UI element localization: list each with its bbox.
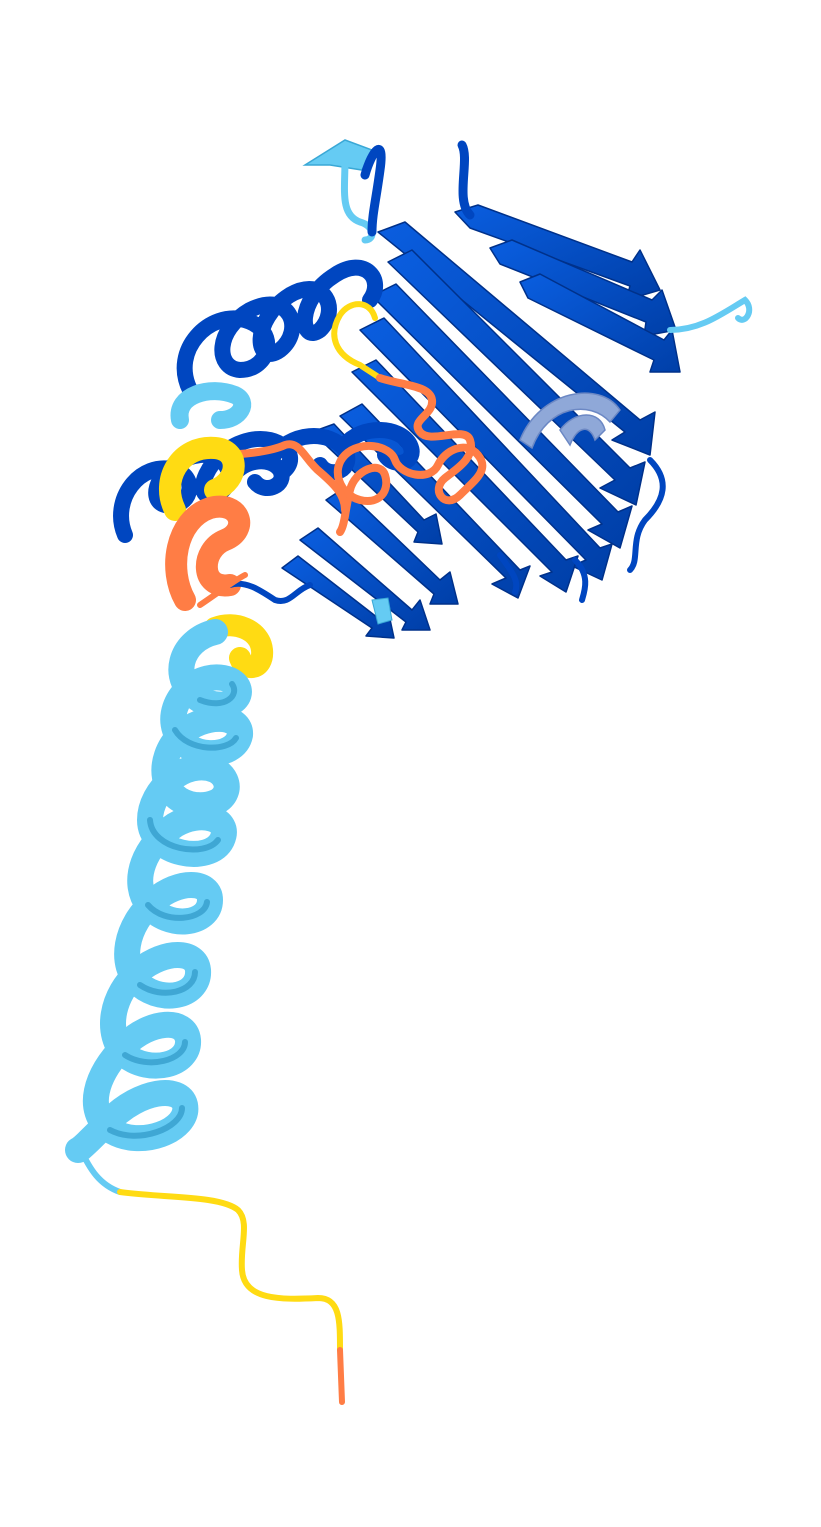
orange-helix-mid [165, 495, 251, 611]
c-terminal-tail [77, 1145, 345, 1405]
top-loop [302, 139, 475, 244]
long-helix [65, 619, 253, 1163]
beta-strand [359, 317, 613, 581]
beta-strand [519, 273, 681, 373]
beta-strand [371, 283, 633, 549]
helix-segment-light [170, 382, 252, 429]
back-loop [519, 392, 621, 450]
connector-loops [197, 572, 393, 625]
orange-loop [211, 374, 487, 536]
yellow-helix-mid [159, 436, 245, 521]
beta-strand [387, 249, 646, 506]
yellow-turn [204, 614, 274, 678]
beta-strand [351, 359, 579, 593]
upper-helix [176, 259, 383, 398]
beta-strand [281, 555, 395, 639]
yellow-loop-top [331, 301, 383, 381]
right-loops [497, 296, 753, 603]
beta-strand [299, 527, 431, 631]
